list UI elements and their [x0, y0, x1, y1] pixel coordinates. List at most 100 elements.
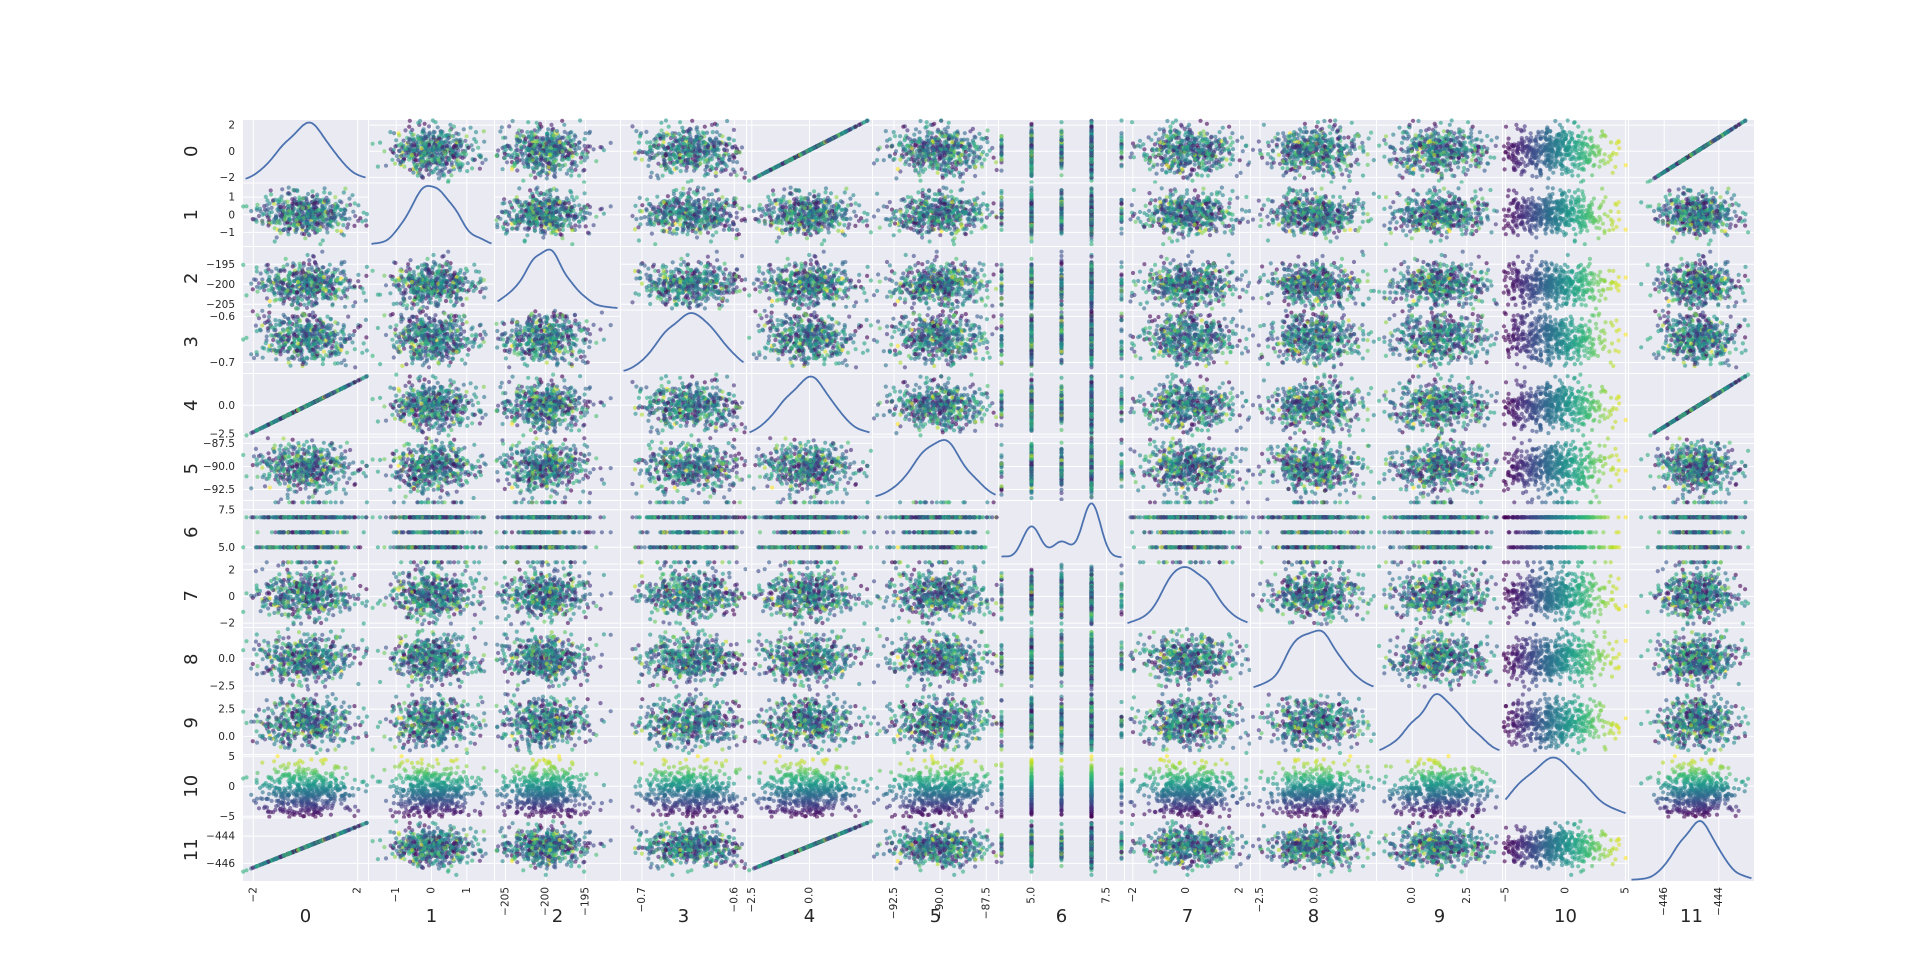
- scatter-point: [973, 174, 977, 178]
- scatter-point: [648, 145, 652, 149]
- scatter-point: [689, 144, 693, 148]
- scatter-point: [913, 143, 917, 147]
- scatter-point: [571, 144, 575, 148]
- scatter-point: [968, 129, 972, 133]
- scatter-point: [435, 166, 439, 170]
- scatter-point: [521, 154, 525, 158]
- scatter-point: [697, 142, 701, 146]
- scatter-point: [579, 156, 583, 160]
- scatter-point: [423, 145, 427, 149]
- scatter-point: [939, 118, 943, 122]
- scatter-point: [690, 119, 694, 123]
- scatter-point: [407, 158, 411, 162]
- scatter-point: [541, 164, 545, 168]
- scatter-point: [643, 150, 647, 154]
- scatter-point: [440, 168, 444, 172]
- scatter-point: [682, 142, 686, 146]
- scatter-point: [458, 168, 462, 172]
- scatter-point: [503, 152, 507, 156]
- scatter-point: [520, 158, 524, 162]
- scatter-point: [644, 130, 648, 134]
- scatter-point: [977, 132, 981, 136]
- scatter-point: [724, 168, 728, 172]
- scatter-point: [649, 175, 653, 179]
- scatter-point: [657, 133, 661, 137]
- scatter-point: [598, 145, 602, 149]
- scatter-point: [986, 128, 990, 132]
- panel-0-vs-3: [621, 118, 748, 184]
- scatter-point: [461, 162, 465, 166]
- scatter-point: [918, 119, 922, 123]
- scatter-point: [526, 120, 530, 124]
- scatter-point: [549, 146, 553, 150]
- scatter-point: [535, 129, 539, 133]
- scatter-point: [569, 174, 573, 178]
- scatter-point: [671, 134, 675, 138]
- panel-0-vs-0: [243, 120, 368, 183]
- scatter-point: [592, 147, 596, 151]
- scatter-point: [892, 130, 896, 134]
- scatter-point: [498, 129, 502, 133]
- scatter-point: [562, 142, 566, 146]
- scatter-point: [888, 155, 892, 159]
- scatter-point: [444, 162, 448, 166]
- scatter-point: [894, 176, 898, 180]
- scatter-point: [713, 122, 717, 126]
- scatter-point: [936, 171, 940, 175]
- scatter-point: [459, 144, 463, 148]
- scatter-point: [530, 131, 534, 135]
- scatter-point: [458, 139, 462, 143]
- scatter-point: [914, 127, 918, 131]
- scatter-point: [985, 153, 989, 157]
- scatter-point: [662, 140, 666, 144]
- scatter-point: [450, 160, 454, 164]
- scatter-point: [995, 168, 999, 172]
- scatter-point: [412, 148, 416, 152]
- scatter-point: [923, 167, 927, 171]
- scatter-point: [710, 154, 714, 158]
- scatter-point: [720, 167, 724, 171]
- scatter-point: [681, 129, 685, 133]
- scatter-point: [545, 135, 549, 139]
- scatter-point: [670, 171, 674, 175]
- scatter-point: [430, 171, 434, 175]
- scatter-point: [695, 127, 699, 131]
- scatter-point: [514, 144, 518, 148]
- scatter-point: [473, 158, 477, 162]
- scatter-point: [515, 148, 519, 152]
- scatter-point: [684, 137, 688, 141]
- scatter-point: [439, 129, 443, 133]
- scatter-point: [390, 158, 394, 162]
- scatter-point: [476, 146, 480, 150]
- scatter-point: [456, 148, 460, 152]
- scatter-point: [533, 176, 537, 180]
- scatter-point: [414, 165, 418, 169]
- scatter-point: [515, 153, 519, 157]
- scatter-point: [957, 171, 961, 175]
- scatter-point: [664, 118, 668, 122]
- scatter-point: [444, 144, 448, 148]
- scatter-point: [861, 121, 865, 125]
- scatter-point: [382, 149, 386, 153]
- scatter-point: [633, 157, 637, 161]
- scatter-point: [437, 176, 441, 180]
- scatter-point: [404, 147, 408, 151]
- scatter-point: [894, 149, 898, 153]
- scatter-point: [689, 162, 693, 166]
- scatter-point: [968, 145, 972, 149]
- scatter-point: [441, 158, 445, 162]
- panel-0-vs-4: [747, 118, 872, 182]
- scatter-point: [685, 165, 689, 169]
- scatter-point: [925, 135, 929, 139]
- scatter-point: [418, 151, 422, 155]
- scatter-point: [660, 128, 664, 132]
- scatter-point: [416, 137, 420, 141]
- scatter-point: [554, 144, 558, 148]
- scatter-point: [540, 150, 544, 154]
- scatter-point: [567, 151, 571, 155]
- scatter-point: [714, 138, 718, 142]
- scatter-point: [703, 160, 707, 164]
- scatter-point: [677, 132, 681, 136]
- scatter-point: [901, 125, 905, 129]
